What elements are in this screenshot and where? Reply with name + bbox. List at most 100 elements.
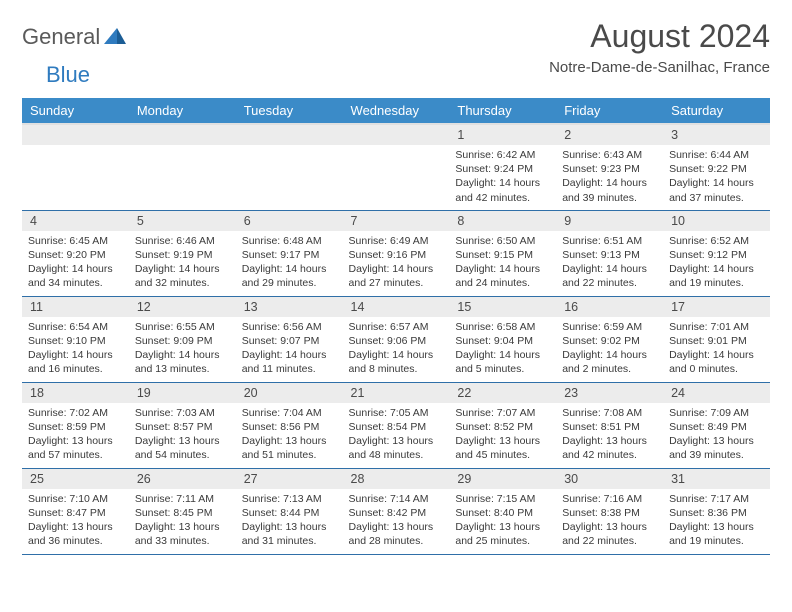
day-details: Sunrise: 6:44 AMSunset: 9:22 PMDaylight:… bbox=[663, 145, 770, 209]
day-details: Sunrise: 7:13 AMSunset: 8:44 PMDaylight:… bbox=[236, 489, 343, 553]
logo-text-general: General bbox=[22, 24, 100, 50]
calendar-row: 25Sunrise: 7:10 AMSunset: 8:47 PMDayligh… bbox=[22, 468, 770, 554]
day-number: 4 bbox=[22, 211, 129, 231]
calendar-cell: 1Sunrise: 6:42 AMSunset: 9:24 PMDaylight… bbox=[449, 124, 556, 210]
day-number: 26 bbox=[129, 469, 236, 489]
day-number: 6 bbox=[236, 211, 343, 231]
day-number: 24 bbox=[663, 383, 770, 403]
day-details: Sunrise: 7:05 AMSunset: 8:54 PMDaylight:… bbox=[343, 403, 450, 467]
calendar-cell: 27Sunrise: 7:13 AMSunset: 8:44 PMDayligh… bbox=[236, 468, 343, 554]
day-number: 28 bbox=[343, 469, 450, 489]
calendar-cell bbox=[343, 124, 450, 210]
page-subtitle: Notre-Dame-de-Sanilhac, France bbox=[549, 59, 770, 76]
calendar-cell: 22Sunrise: 7:07 AMSunset: 8:52 PMDayligh… bbox=[449, 382, 556, 468]
calendar-body: 1Sunrise: 6:42 AMSunset: 9:24 PMDaylight… bbox=[22, 124, 770, 554]
day-details: Sunrise: 7:04 AMSunset: 8:56 PMDaylight:… bbox=[236, 403, 343, 467]
day-details: Sunrise: 7:11 AMSunset: 8:45 PMDaylight:… bbox=[129, 489, 236, 553]
day-number: 1 bbox=[449, 125, 556, 145]
day-number: 14 bbox=[343, 297, 450, 317]
calendar-cell: 5Sunrise: 6:46 AMSunset: 9:19 PMDaylight… bbox=[129, 210, 236, 296]
day-details: Sunrise: 7:02 AMSunset: 8:59 PMDaylight:… bbox=[22, 403, 129, 467]
day-details: Sunrise: 7:09 AMSunset: 8:49 PMDaylight:… bbox=[663, 403, 770, 467]
calendar-cell: 31Sunrise: 7:17 AMSunset: 8:36 PMDayligh… bbox=[663, 468, 770, 554]
calendar-row: 1Sunrise: 6:42 AMSunset: 9:24 PMDaylight… bbox=[22, 124, 770, 210]
day-number: 12 bbox=[129, 297, 236, 317]
day-details: Sunrise: 6:58 AMSunset: 9:04 PMDaylight:… bbox=[449, 317, 556, 381]
day-number: 2 bbox=[556, 125, 663, 145]
day-details: Sunrise: 6:57 AMSunset: 9:06 PMDaylight:… bbox=[343, 317, 450, 381]
weekday-header-row: SundayMondayTuesdayWednesdayThursdayFrid… bbox=[22, 98, 770, 124]
calendar-cell: 10Sunrise: 6:52 AMSunset: 9:12 PMDayligh… bbox=[663, 210, 770, 296]
day-number: 30 bbox=[556, 469, 663, 489]
calendar-cell bbox=[22, 124, 129, 210]
day-details: Sunrise: 6:55 AMSunset: 9:09 PMDaylight:… bbox=[129, 317, 236, 381]
day-details: Sunrise: 6:43 AMSunset: 9:23 PMDaylight:… bbox=[556, 145, 663, 209]
day-number: 23 bbox=[556, 383, 663, 403]
calendar-table: SundayMondayTuesdayWednesdayThursdayFrid… bbox=[22, 98, 770, 555]
calendar-row: 11Sunrise: 6:54 AMSunset: 9:10 PMDayligh… bbox=[22, 296, 770, 382]
day-details: Sunrise: 6:54 AMSunset: 9:10 PMDaylight:… bbox=[22, 317, 129, 381]
calendar-cell: 11Sunrise: 6:54 AMSunset: 9:10 PMDayligh… bbox=[22, 296, 129, 382]
day-details: Sunrise: 6:52 AMSunset: 9:12 PMDaylight:… bbox=[663, 231, 770, 295]
day-number: 25 bbox=[22, 469, 129, 489]
day-number: 22 bbox=[449, 383, 556, 403]
day-details: Sunrise: 6:46 AMSunset: 9:19 PMDaylight:… bbox=[129, 231, 236, 295]
calendar-head: SundayMondayTuesdayWednesdayThursdayFrid… bbox=[22, 98, 770, 124]
calendar-cell: 17Sunrise: 7:01 AMSunset: 9:01 PMDayligh… bbox=[663, 296, 770, 382]
calendar-cell: 24Sunrise: 7:09 AMSunset: 8:49 PMDayligh… bbox=[663, 382, 770, 468]
day-number: 20 bbox=[236, 383, 343, 403]
calendar-cell: 20Sunrise: 7:04 AMSunset: 8:56 PMDayligh… bbox=[236, 382, 343, 468]
calendar-cell: 15Sunrise: 6:58 AMSunset: 9:04 PMDayligh… bbox=[449, 296, 556, 382]
calendar-page: General August 2024 Notre-Dame-de-Sanilh… bbox=[0, 0, 792, 573]
calendar-cell: 26Sunrise: 7:11 AMSunset: 8:45 PMDayligh… bbox=[129, 468, 236, 554]
day-number: 3 bbox=[663, 125, 770, 145]
day-number: 13 bbox=[236, 297, 343, 317]
day-details: Sunrise: 6:51 AMSunset: 9:13 PMDaylight:… bbox=[556, 231, 663, 295]
day-details: Sunrise: 6:56 AMSunset: 9:07 PMDaylight:… bbox=[236, 317, 343, 381]
calendar-row: 18Sunrise: 7:02 AMSunset: 8:59 PMDayligh… bbox=[22, 382, 770, 468]
weekday-header: Friday bbox=[556, 98, 663, 124]
calendar-row: 4Sunrise: 6:45 AMSunset: 9:20 PMDaylight… bbox=[22, 210, 770, 296]
day-details: Sunrise: 7:14 AMSunset: 8:42 PMDaylight:… bbox=[343, 489, 450, 553]
day-number: 15 bbox=[449, 297, 556, 317]
day-details: Sunrise: 6:49 AMSunset: 9:16 PMDaylight:… bbox=[343, 231, 450, 295]
day-number: 21 bbox=[343, 383, 450, 403]
day-number: 5 bbox=[129, 211, 236, 231]
calendar-cell: 23Sunrise: 7:08 AMSunset: 8:51 PMDayligh… bbox=[556, 382, 663, 468]
day-number: 7 bbox=[343, 211, 450, 231]
weekday-header: Tuesday bbox=[236, 98, 343, 124]
day-number: 27 bbox=[236, 469, 343, 489]
calendar-cell: 29Sunrise: 7:15 AMSunset: 8:40 PMDayligh… bbox=[449, 468, 556, 554]
calendar-cell: 7Sunrise: 6:49 AMSunset: 9:16 PMDaylight… bbox=[343, 210, 450, 296]
day-details: Sunrise: 7:08 AMSunset: 8:51 PMDaylight:… bbox=[556, 403, 663, 467]
day-details: Sunrise: 6:42 AMSunset: 9:24 PMDaylight:… bbox=[449, 145, 556, 209]
weekday-header: Wednesday bbox=[343, 98, 450, 124]
calendar-cell: 16Sunrise: 6:59 AMSunset: 9:02 PMDayligh… bbox=[556, 296, 663, 382]
calendar-cell: 3Sunrise: 6:44 AMSunset: 9:22 PMDaylight… bbox=[663, 124, 770, 210]
calendar-cell bbox=[236, 124, 343, 210]
day-details: Sunrise: 7:01 AMSunset: 9:01 PMDaylight:… bbox=[663, 317, 770, 381]
day-details: Sunrise: 7:03 AMSunset: 8:57 PMDaylight:… bbox=[129, 403, 236, 467]
weekday-header: Thursday bbox=[449, 98, 556, 124]
logo-text-blue: Blue bbox=[46, 62, 90, 88]
day-details: Sunrise: 6:48 AMSunset: 9:17 PMDaylight:… bbox=[236, 231, 343, 295]
day-details: Sunrise: 6:45 AMSunset: 9:20 PMDaylight:… bbox=[22, 231, 129, 295]
day-number: 31 bbox=[663, 469, 770, 489]
calendar-cell: 6Sunrise: 6:48 AMSunset: 9:17 PMDaylight… bbox=[236, 210, 343, 296]
calendar-cell: 25Sunrise: 7:10 AMSunset: 8:47 PMDayligh… bbox=[22, 468, 129, 554]
day-number: 16 bbox=[556, 297, 663, 317]
calendar-cell: 2Sunrise: 6:43 AMSunset: 9:23 PMDaylight… bbox=[556, 124, 663, 210]
weekday-header: Monday bbox=[129, 98, 236, 124]
logo-triangle-icon bbox=[104, 28, 126, 49]
day-details: Sunrise: 7:15 AMSunset: 8:40 PMDaylight:… bbox=[449, 489, 556, 553]
day-number: 10 bbox=[663, 211, 770, 231]
calendar-cell: 19Sunrise: 7:03 AMSunset: 8:57 PMDayligh… bbox=[129, 382, 236, 468]
day-details: Sunrise: 6:50 AMSunset: 9:15 PMDaylight:… bbox=[449, 231, 556, 295]
calendar-cell bbox=[129, 124, 236, 210]
day-details: Sunrise: 7:07 AMSunset: 8:52 PMDaylight:… bbox=[449, 403, 556, 467]
day-details: Sunrise: 7:17 AMSunset: 8:36 PMDaylight:… bbox=[663, 489, 770, 553]
day-details: Sunrise: 7:10 AMSunset: 8:47 PMDaylight:… bbox=[22, 489, 129, 553]
day-number: 11 bbox=[22, 297, 129, 317]
day-number: 8 bbox=[449, 211, 556, 231]
day-details: Sunrise: 6:59 AMSunset: 9:02 PMDaylight:… bbox=[556, 317, 663, 381]
